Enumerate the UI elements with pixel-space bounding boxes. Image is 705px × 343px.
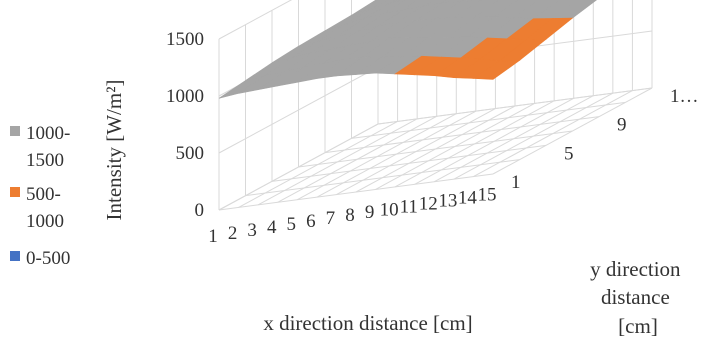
- x-tick-14: 15: [478, 184, 497, 205]
- legend-swatch-0: [10, 126, 20, 136]
- y-tick-3: 1…: [670, 86, 699, 107]
- x-tick-13: 14: [458, 187, 478, 208]
- y-axis-title-line3: [cm]: [618, 314, 658, 338]
- x-tick-2: 3: [247, 220, 257, 241]
- z-tick-3: 1500: [166, 29, 204, 50]
- legend-swatch-2: [10, 251, 20, 261]
- x-tick-1: 2: [228, 223, 238, 244]
- surface-patch-83: [472, 60, 521, 80]
- x-tick-7: 8: [345, 205, 355, 226]
- y-floor-gridline-3: [298, 130, 573, 168]
- x-tick-3: 4: [267, 217, 277, 238]
- y-floor-gridline-4: [324, 116, 600, 154]
- x-tick-8: 9: [365, 202, 375, 223]
- y-tick-1: 5: [564, 143, 574, 164]
- x-axis-title: x direction distance [cm]: [263, 311, 472, 335]
- legend-label-2-line1: 0-500: [26, 248, 70, 269]
- surface-plot: [218, 0, 597, 99]
- x-tick-12: 13: [438, 190, 457, 211]
- legend-label-1-line1: 500-: [26, 184, 61, 205]
- y-floor-gridline-6: [377, 87, 653, 125]
- z-tick-2: 1000: [166, 86, 204, 107]
- legend-label-0-line1: 1000-: [26, 123, 70, 144]
- y-axis-title-line1: y direction: [590, 257, 681, 281]
- legend-swatch-1: [10, 187, 20, 197]
- y-floor-gridline-1: [245, 159, 520, 197]
- y-tick-2: 9: [617, 115, 627, 136]
- y-floor-gridline-2: [271, 144, 547, 182]
- x-tick-11: 12: [419, 193, 438, 214]
- y-floor-gridline-0: [218, 173, 494, 211]
- x-tick-9: 10: [380, 199, 399, 220]
- legend-label-1-line2: 1000: [26, 211, 64, 232]
- z-tick-0: 0: [195, 200, 205, 221]
- z-tick-1: 500: [176, 143, 205, 164]
- y-floor-gridline-5: [351, 101, 626, 139]
- x-tick-0: 1: [208, 226, 218, 247]
- z-axis-title-text: Intensity [W/m²]: [102, 79, 126, 220]
- x-tick-4: 5: [287, 214, 297, 235]
- y-tick-0: 1: [511, 172, 521, 193]
- z-axis-title: Intensity [W/m²]: [102, 79, 126, 220]
- legend-label-0-line2: 1500: [26, 150, 64, 171]
- x-tick-6: 7: [326, 208, 336, 229]
- y-axis-title: y direction distance [cm]: [590, 257, 686, 338]
- x-tick-5: 6: [306, 211, 316, 232]
- legend: 1000- 1500 500- 1000 0-500: [10, 123, 70, 269]
- y-axis-title-line2: distance: [601, 285, 670, 309]
- x-tick-10: 11: [400, 196, 418, 217]
